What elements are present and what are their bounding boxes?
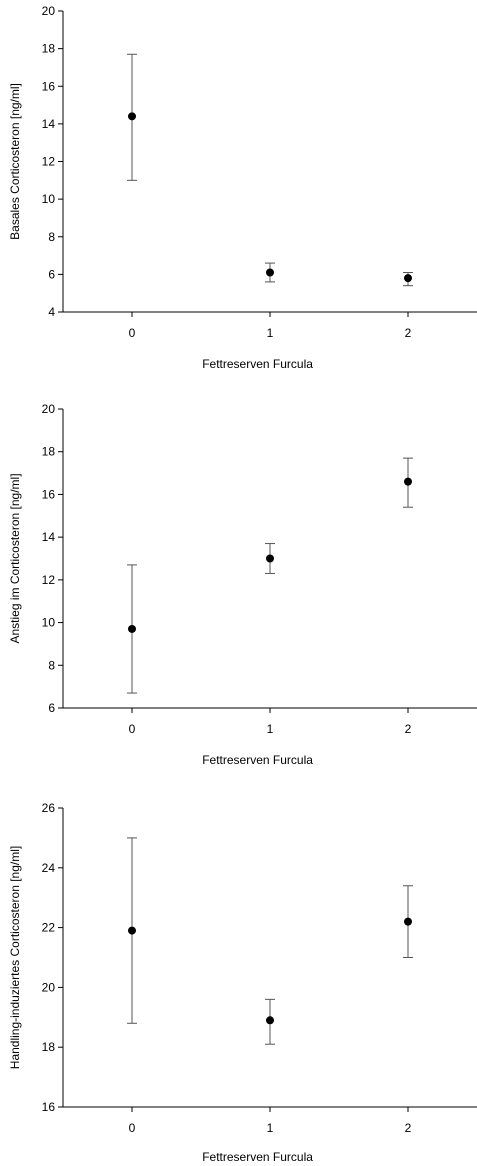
y-tick-label: 26: [42, 801, 56, 815]
y-tick-label: 22: [42, 921, 56, 935]
y-tick-label: 18: [42, 445, 56, 459]
y-tick-label: 18: [42, 42, 56, 56]
y-tick-label: 12: [42, 573, 56, 587]
x-tick-label: 2: [405, 722, 412, 736]
x-tick-label: 0: [129, 326, 136, 340]
y-tick-label: 10: [42, 616, 56, 630]
x-tick-label: 1: [267, 722, 274, 736]
data-point: [404, 477, 412, 486]
x-axis-label: Fettreserven Furcula: [202, 1150, 313, 1164]
y-tick-label: 6: [48, 701, 55, 715]
data-point: [128, 926, 136, 935]
data-point: [404, 917, 412, 926]
data-point: [266, 554, 274, 563]
y-tick-label: 20: [42, 402, 56, 416]
y-tick-label: 12: [42, 155, 56, 169]
y-tick-label: 10: [42, 192, 56, 206]
x-axis-label: Fettreserven Furcula: [202, 753, 313, 767]
y-axis-label: Handling-induziertes Corticosteron [ng/m…: [8, 846, 22, 1069]
x-tick-label: 2: [405, 326, 412, 340]
y-tick-label: 8: [48, 230, 55, 244]
data-point: [128, 624, 136, 633]
y-tick-label: 6: [48, 267, 55, 281]
y-tick-label: 14: [42, 530, 56, 544]
y-tick-label: 4: [48, 305, 55, 319]
y-tick-label: 8: [48, 658, 55, 672]
data-point: [404, 274, 412, 283]
y-axis-label: Anstieg im Corticosteron [ng/ml]: [8, 473, 22, 643]
data-point: [266, 1016, 274, 1025]
y-tick-label: 18: [42, 1040, 56, 1054]
y-tick-label: 16: [42, 79, 56, 93]
x-axis-label: Fettreserven Furcula: [202, 357, 313, 371]
y-tick-label: 16: [42, 487, 56, 501]
y-tick-label: 20: [42, 980, 56, 994]
y-tick-label: 16: [42, 1100, 56, 1114]
y-tick-label: 20: [42, 4, 56, 18]
data-point: [128, 112, 136, 121]
x-tick-label: 2: [405, 1121, 412, 1135]
x-tick-label: 0: [129, 722, 136, 736]
y-axis-label: Basales Corticosteron [ng/ml]: [8, 83, 22, 240]
y-tick-label: 24: [42, 861, 56, 875]
x-tick-label: 0: [129, 1121, 136, 1135]
y-tick-label: 14: [42, 117, 56, 131]
data-point: [266, 268, 274, 277]
x-tick-label: 1: [267, 1121, 274, 1135]
x-tick-label: 1: [267, 326, 274, 340]
chart-handling-induziertes-corticosteron: 16 18 20 22 24 26 0 1 2 Fettreserven Furcula Handl…: [8, 801, 477, 1164]
